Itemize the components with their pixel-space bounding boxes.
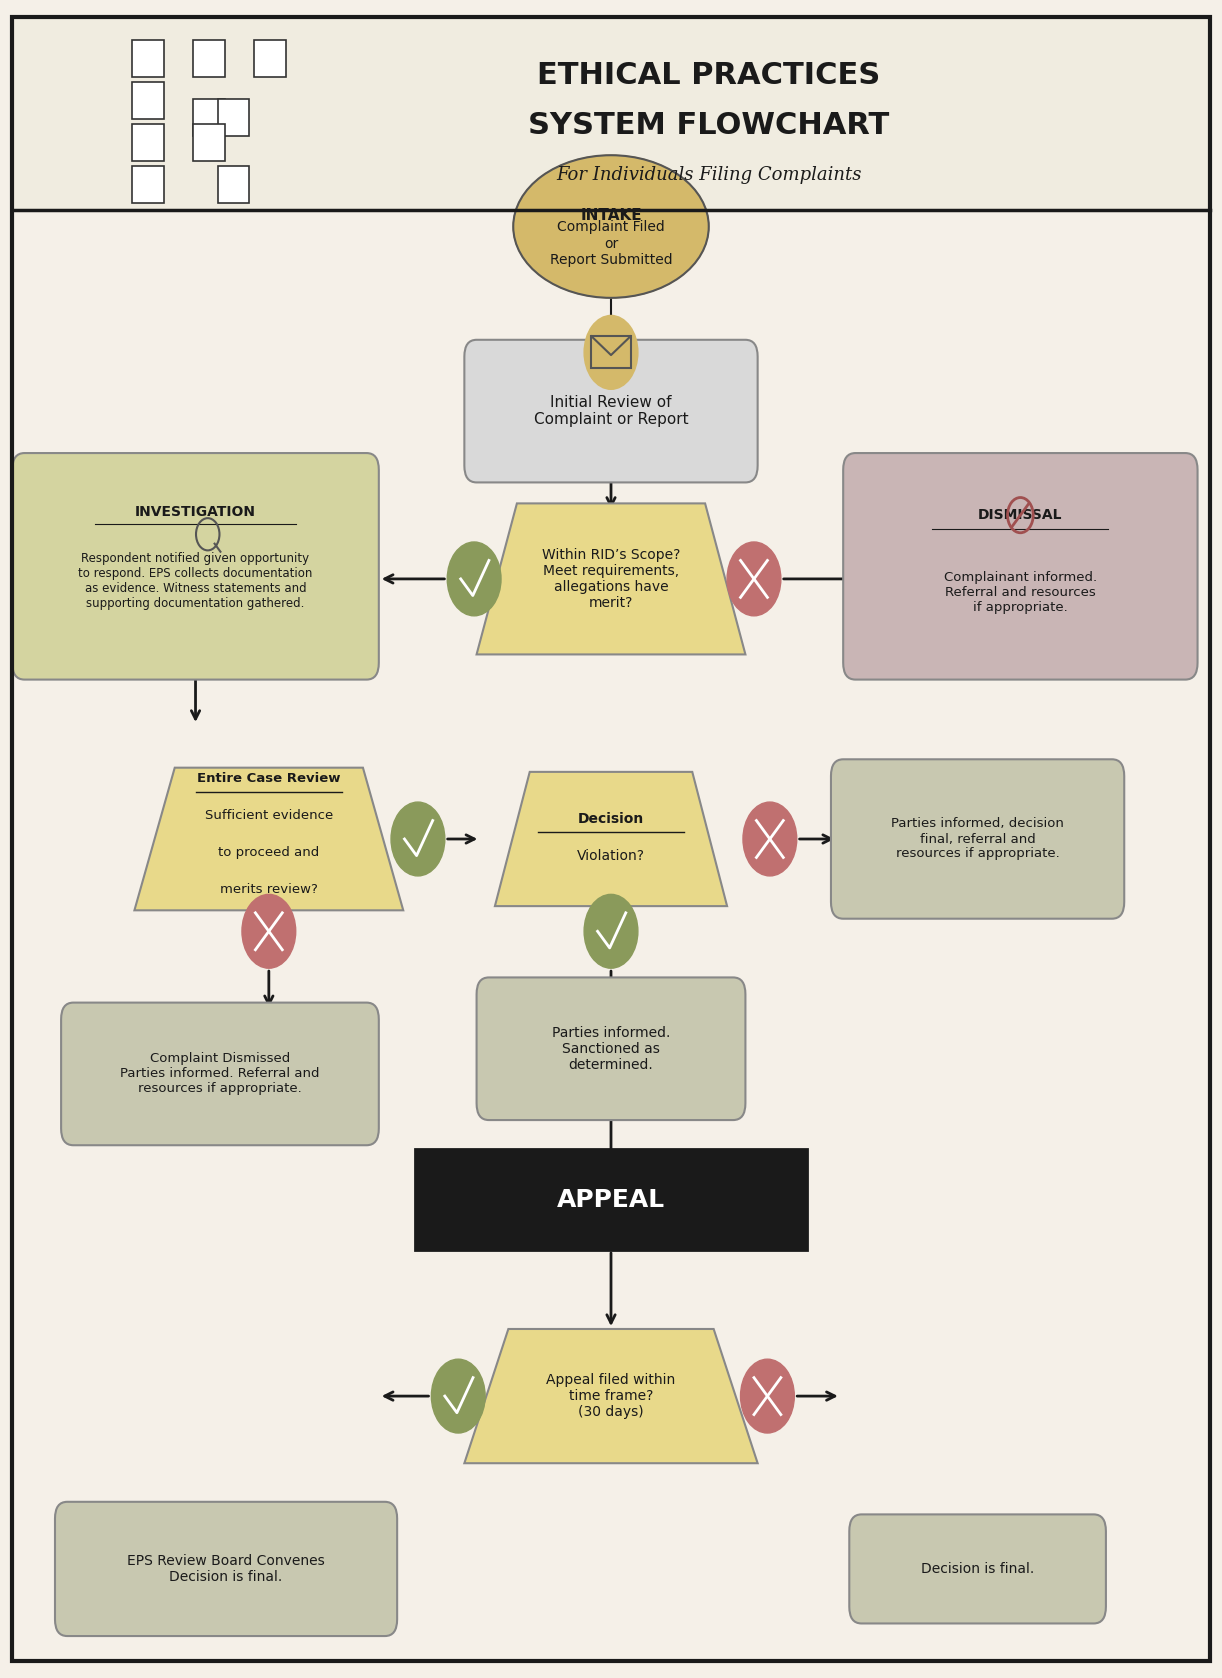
Text: ETHICAL PRACTICES: ETHICAL PRACTICES: [538, 60, 880, 91]
Text: Parties informed.
Sanctioned as
determined.: Parties informed. Sanctioned as determin…: [552, 1025, 670, 1072]
Text: DISMISSAL: DISMISSAL: [978, 508, 1063, 522]
FancyBboxPatch shape: [132, 40, 164, 77]
Text: Decision: Decision: [578, 812, 644, 826]
FancyBboxPatch shape: [132, 124, 164, 161]
Text: Appeal filed within
time frame?
(30 days): Appeal filed within time frame? (30 days…: [546, 1373, 676, 1420]
FancyBboxPatch shape: [193, 40, 225, 77]
Polygon shape: [495, 772, 727, 906]
FancyBboxPatch shape: [193, 124, 225, 161]
Polygon shape: [464, 1329, 758, 1463]
Circle shape: [242, 894, 296, 968]
Text: Complaint Filed
or
Report Submitted: Complaint Filed or Report Submitted: [550, 220, 672, 267]
Text: For Individuals Filing Complaints: For Individuals Filing Complaints: [556, 166, 862, 183]
Text: SYSTEM FLOWCHART: SYSTEM FLOWCHART: [528, 111, 890, 141]
FancyBboxPatch shape: [61, 1002, 379, 1146]
Text: Respondent notified given opportunity
to respond. EPS collects documentation
as : Respondent notified given opportunity to…: [78, 552, 313, 609]
Text: INTAKE: INTAKE: [580, 208, 642, 223]
Text: Complaint Dismissed
Parties informed. Referral and
resources if appropriate.: Complaint Dismissed Parties informed. Re…: [120, 1052, 320, 1096]
Text: Sufficient evidence: Sufficient evidence: [205, 809, 332, 822]
Circle shape: [431, 1359, 485, 1433]
Text: Violation?: Violation?: [577, 849, 645, 862]
FancyBboxPatch shape: [12, 453, 379, 680]
Circle shape: [447, 542, 501, 616]
Text: Entire Case Review: Entire Case Review: [197, 772, 341, 785]
FancyBboxPatch shape: [193, 99, 225, 136]
Text: merits review?: merits review?: [220, 883, 318, 896]
FancyBboxPatch shape: [849, 1514, 1106, 1624]
Text: Initial Review of
Complaint or Report: Initial Review of Complaint or Report: [534, 394, 688, 428]
FancyBboxPatch shape: [415, 1149, 807, 1250]
Text: Decision is final.: Decision is final.: [921, 1562, 1034, 1576]
Circle shape: [727, 542, 781, 616]
Text: Complainant informed.
Referral and resources
if appropriate.: Complainant informed. Referral and resou…: [943, 571, 1097, 614]
FancyBboxPatch shape: [843, 453, 1198, 680]
Text: Within RID’s Scope?
Meet requirements,
allegations have
merit?: Within RID’s Scope? Meet requirements, a…: [541, 547, 681, 611]
Circle shape: [584, 315, 638, 389]
Polygon shape: [134, 769, 403, 909]
FancyBboxPatch shape: [132, 82, 164, 119]
Text: APPEAL: APPEAL: [557, 1188, 665, 1212]
Ellipse shape: [513, 156, 709, 299]
Circle shape: [743, 802, 797, 876]
FancyBboxPatch shape: [218, 99, 249, 136]
Circle shape: [391, 802, 445, 876]
FancyBboxPatch shape: [12, 17, 1210, 210]
FancyBboxPatch shape: [254, 40, 286, 77]
Polygon shape: [477, 503, 745, 654]
FancyBboxPatch shape: [132, 166, 164, 203]
Text: EPS Review Board Convenes
Decision is final.: EPS Review Board Convenes Decision is fi…: [127, 1554, 325, 1584]
FancyBboxPatch shape: [218, 166, 249, 203]
FancyBboxPatch shape: [477, 977, 745, 1121]
FancyBboxPatch shape: [55, 1502, 397, 1636]
Text: Parties informed, decision
final, referral and
resources if appropriate.: Parties informed, decision final, referr…: [891, 817, 1064, 861]
Circle shape: [584, 894, 638, 968]
FancyBboxPatch shape: [464, 341, 758, 483]
Text: INVESTIGATION: INVESTIGATION: [134, 505, 257, 519]
Text: to proceed and: to proceed and: [219, 846, 319, 859]
Circle shape: [741, 1359, 794, 1433]
FancyBboxPatch shape: [831, 760, 1124, 920]
FancyBboxPatch shape: [591, 336, 631, 369]
